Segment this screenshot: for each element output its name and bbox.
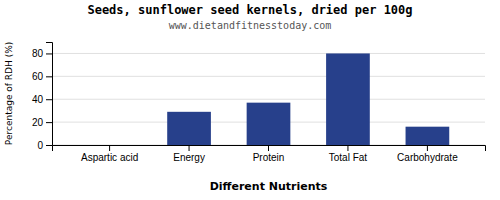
x-tick-label: Protein: [253, 152, 285, 163]
x-axis-line: [53, 146, 486, 152]
y-tick: 80: [32, 48, 52, 59]
y-tick-label: 20: [32, 117, 44, 128]
bar: [406, 127, 450, 145]
bar: [326, 53, 370, 145]
y-tick-mark: [46, 53, 52, 54]
y-tick: 40: [32, 94, 52, 105]
x-tick-label: Carbohydrate: [397, 152, 458, 163]
x-tick-mark: [427, 145, 428, 151]
x-axis-title: Different Nutrients: [210, 180, 328, 193]
x-tick: Aspartic acid: [81, 145, 138, 163]
bar: [247, 103, 291, 145]
y-tick-mark: [46, 122, 52, 123]
x-tick-mark: [109, 145, 110, 151]
y-tick: 60: [32, 71, 52, 82]
y-tick-label: 0: [37, 140, 43, 151]
grid-line: [52, 99, 485, 100]
x-tick-label: Total Fat: [329, 152, 368, 163]
y-axis-line: [46, 43, 53, 146]
y-tick-label: 80: [32, 48, 44, 59]
y-tick: 20: [32, 117, 52, 128]
y-axis-title: Percentage of RDH (%): [4, 42, 14, 145]
title: Seeds, sunflower seed kernels, dried per…: [87, 3, 412, 17]
bar: [88, 145, 132, 146]
bar: [167, 112, 211, 145]
y-tick: 0: [37, 140, 52, 151]
y-tick-label: 40: [32, 94, 44, 105]
x-tick: Total Fat: [329, 145, 368, 163]
x-tick: Energy: [173, 145, 205, 163]
x-tick-label: Aspartic acid: [81, 152, 138, 163]
grid: [52, 53, 485, 145]
x-axis: Aspartic acid Energy Protein Total Fat Carbo…: [53, 145, 486, 163]
x-tick-mark: [347, 145, 348, 151]
y-tick-label: 60: [32, 71, 44, 82]
y-tick-mark: [46, 99, 52, 100]
bars: [167, 53, 449, 145]
x-tick-label: Energy: [173, 152, 205, 163]
plot: 0 20 40 60 80 Aspartic acid Energy Protein Total…: [32, 43, 486, 164]
x-tick: Protein: [253, 145, 285, 163]
x-tick: Carbohydrate: [397, 145, 458, 163]
x-tick-mark: [268, 145, 269, 151]
grid-line: [52, 53, 485, 54]
y-axis: 0 20 40 60 80: [32, 43, 53, 151]
grid-line: [52, 76, 485, 77]
x-tick-mark: [189, 145, 190, 151]
y-tick-mark: [46, 145, 52, 146]
subtitle: www.dietandfitnesstoday.com: [169, 20, 332, 31]
chart: Seeds, sunflower seed kernels, dried per…: [0, 0, 500, 200]
y-tick-mark: [46, 76, 52, 77]
